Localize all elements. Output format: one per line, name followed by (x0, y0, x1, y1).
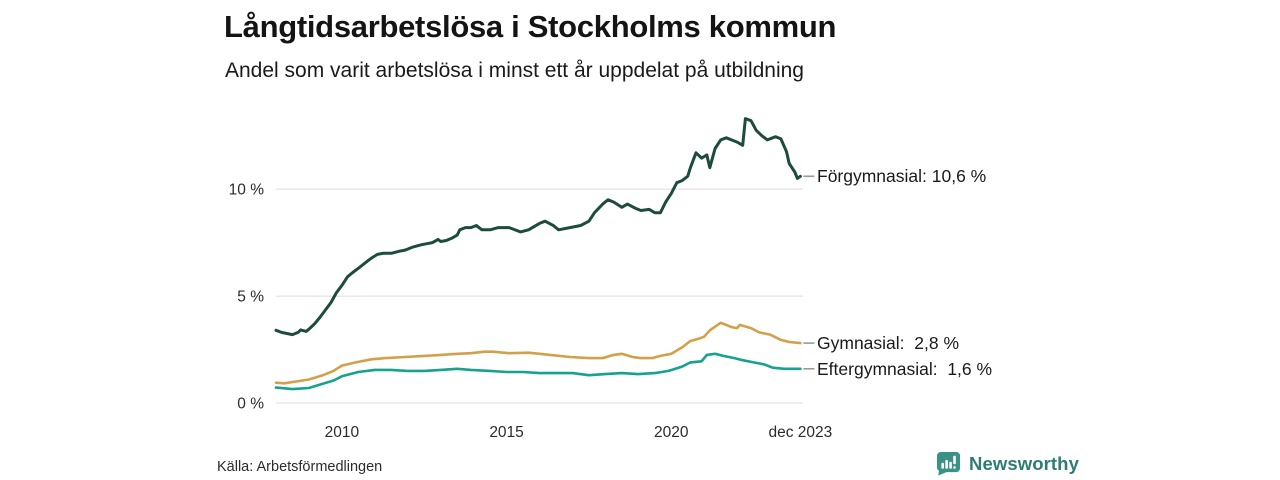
series-line-gymnasial (274, 321, 802, 385)
x-tick-label: 2020 (654, 424, 689, 441)
chart-subtitle: Andel som varit arbetslösa i minst ett å… (225, 59, 804, 82)
series-end-label-eftergymnasial: Eftergymnasial: 1,6 % (817, 358, 993, 379)
page-title: Långtidsarbetslösa i Stockholms kommun (224, 9, 837, 44)
newsworthy-logo: Newsworthy (936, 451, 1079, 476)
newsworthy-wordmark: Newsworthy (969, 452, 1079, 474)
y-tick-label: 0 % (237, 396, 264, 413)
y-tick-label: 10 % (229, 182, 265, 199)
y-tick-label: 5 % (237, 289, 264, 306)
series-end-label-forgymnasial: Förgymnasial: 10,6 % (817, 166, 987, 187)
series-end-label-gymnasial: Gymnasial: 2,8 % (817, 333, 959, 354)
x-tick-label: 2015 (489, 424, 523, 441)
x-tick-label: 2010 (325, 424, 360, 441)
series-line-forgymnasial (274, 117, 802, 337)
series-line-eftergymnasial (274, 352, 802, 391)
x-tick-label: dec 2023 (768, 424, 832, 441)
source-note: Källa: Arbetsförmedlingen (217, 459, 383, 475)
newsworthy-bubble-chart-icon (936, 451, 961, 476)
